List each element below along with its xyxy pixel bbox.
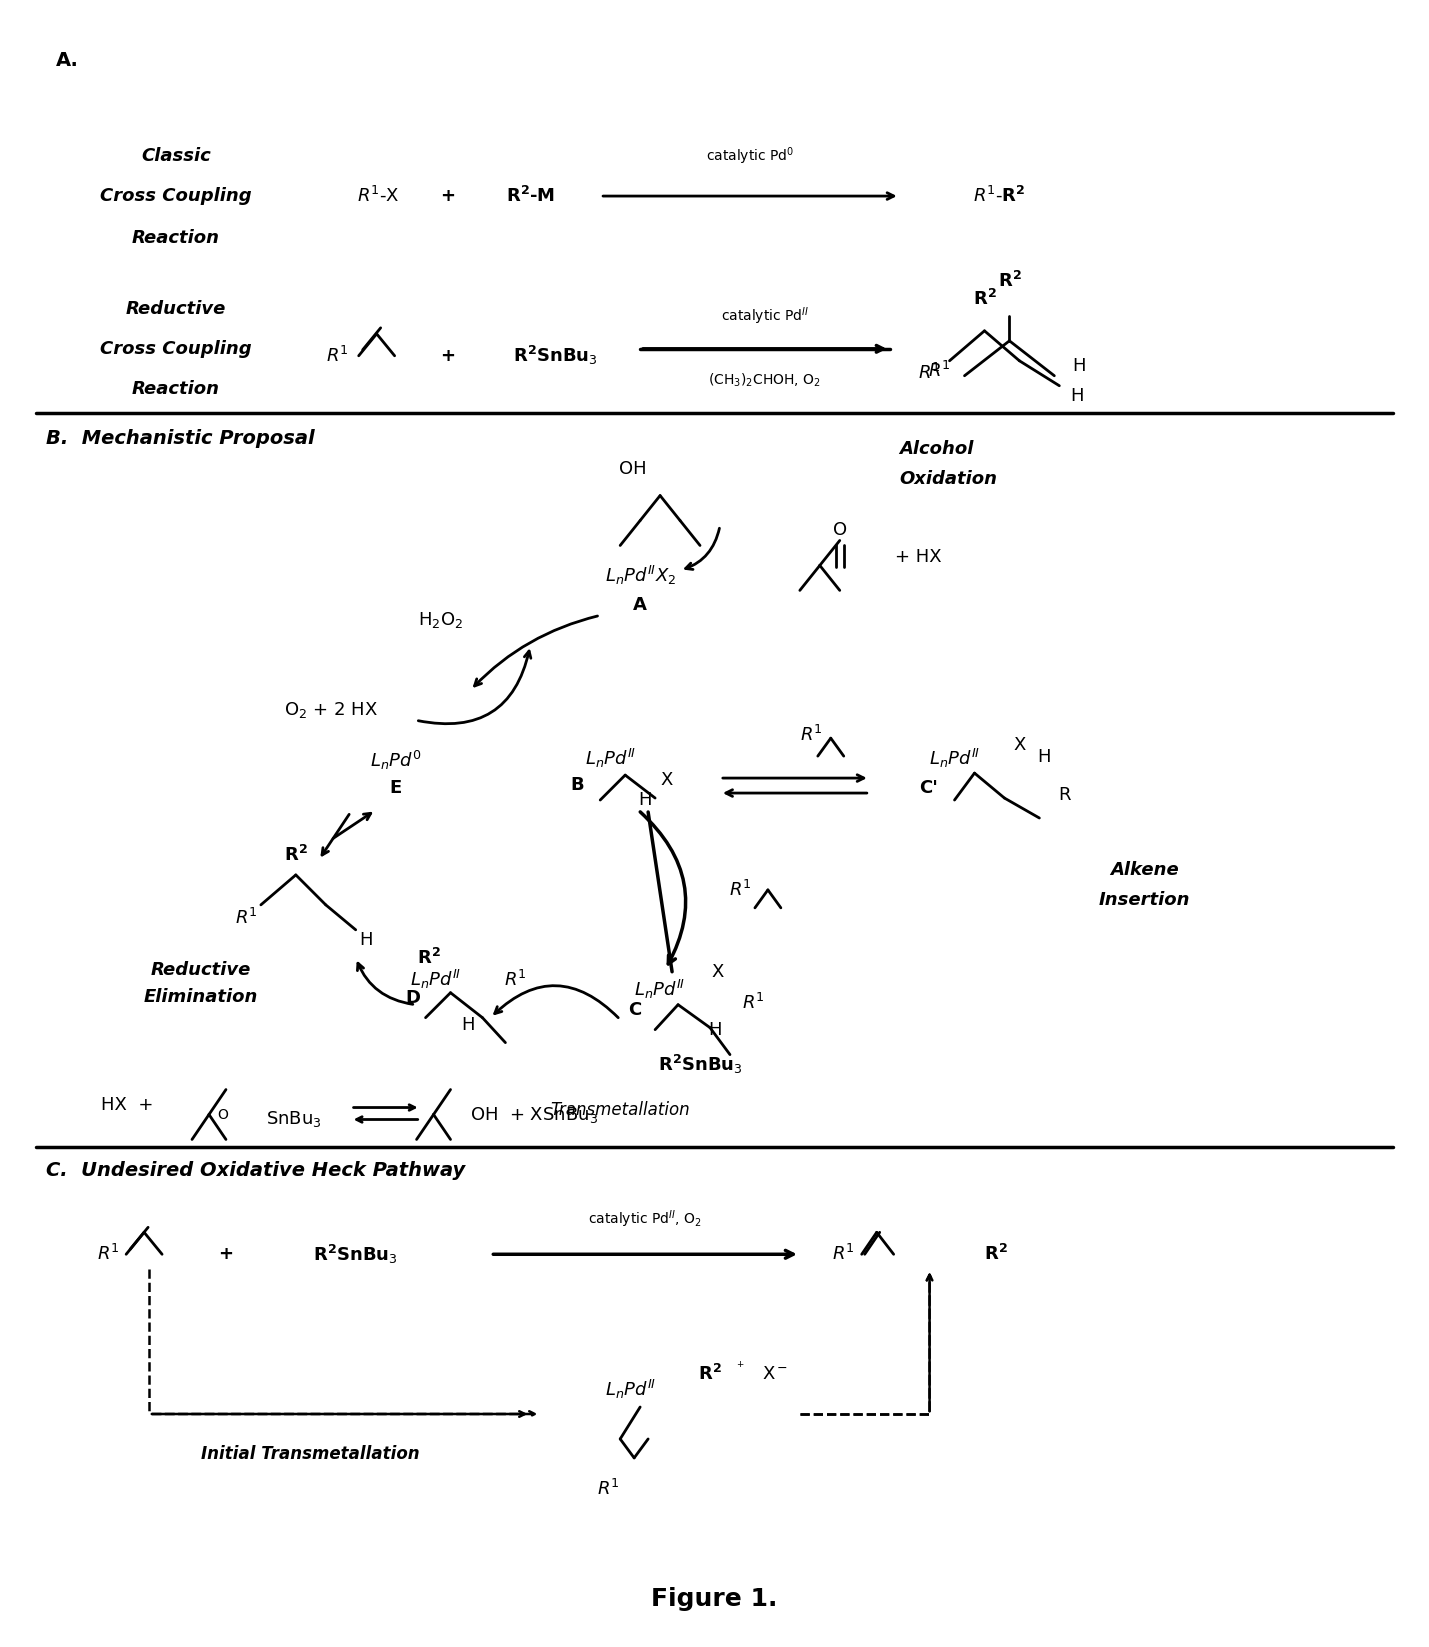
- Text: $L_nPd^{II}$: $L_nPd^{II}$: [634, 978, 686, 1001]
- Text: $\mathbf{R^2}$: $\mathbf{R^2}$: [973, 288, 996, 310]
- Text: $R^1$: $R^1$: [97, 1243, 119, 1265]
- Text: $\mathbf{R^2}$SnBu$_3$: $\mathbf{R^2}$SnBu$_3$: [313, 1243, 399, 1267]
- Text: OH  + XSnBu$_3$: OH + XSnBu$_3$: [470, 1105, 599, 1125]
- Text: $R^1$-$\mathbf{R^2}$: $R^1$-$\mathbf{R^2}$: [973, 186, 1026, 206]
- Text: $\mathbf{R^2}$: $\mathbf{R^2}$: [284, 845, 307, 865]
- Text: Classic: Classic: [141, 147, 211, 165]
- Text: H: H: [709, 1021, 722, 1039]
- Text: C': C': [920, 779, 939, 797]
- Text: $\mathbf{R^2}$: $\mathbf{R^2}$: [997, 270, 1022, 292]
- Text: A: A: [633, 596, 647, 614]
- Text: +: +: [440, 188, 454, 206]
- Text: $L_nPd^{II}$: $L_nPd^{II}$: [929, 746, 980, 769]
- Text: catalytic Pd$^{II}$: catalytic Pd$^{II}$: [720, 305, 809, 326]
- Text: O: O: [217, 1107, 227, 1122]
- Text: D: D: [406, 988, 420, 1006]
- Text: HX  +: HX +: [101, 1095, 153, 1113]
- Text: H: H: [639, 791, 652, 809]
- Text: $\mathbf{R^2}$: $\mathbf{R^2}$: [699, 1364, 722, 1383]
- Text: Oxidation: Oxidation: [900, 469, 997, 488]
- Text: O$_2$ + 2 HX: O$_2$ + 2 HX: [284, 700, 377, 720]
- Text: + HX: + HX: [895, 548, 942, 567]
- Text: H: H: [1073, 357, 1086, 376]
- Text: H$_2$O$_2$: H$_2$O$_2$: [417, 611, 463, 631]
- Text: +: +: [440, 348, 454, 364]
- Text: Cross Coupling: Cross Coupling: [100, 339, 252, 357]
- Text: $L_nPd^{II}$: $L_nPd^{II}$: [410, 968, 462, 991]
- Text: catalytic Pd$^{II}$, O$_2$: catalytic Pd$^{II}$, O$_2$: [589, 1209, 702, 1230]
- Text: H: H: [462, 1016, 476, 1034]
- Text: $L_nPd^{II}X_2$: $L_nPd^{II}X_2$: [604, 563, 676, 586]
- Text: X$^-$: X$^-$: [762, 1365, 789, 1383]
- Text: Reductive: Reductive: [151, 960, 252, 978]
- Text: $L_nPd^0$: $L_nPd^0$: [370, 748, 422, 772]
- Text: $R^1$: $R^1$: [729, 879, 752, 899]
- Text: Reaction: Reaction: [131, 229, 220, 247]
- Text: B.  Mechanistic Proposal: B. Mechanistic Proposal: [46, 428, 314, 448]
- Text: SnBu$_3$: SnBu$_3$: [266, 1110, 322, 1130]
- Text: +: +: [219, 1245, 233, 1263]
- Text: Reductive: Reductive: [126, 300, 226, 318]
- Text: H: H: [359, 931, 373, 949]
- Text: H: H: [1070, 387, 1085, 405]
- Text: Insertion: Insertion: [1099, 891, 1190, 909]
- Text: A.: A.: [56, 51, 79, 71]
- Text: $R^1$: $R^1$: [800, 725, 823, 744]
- Text: Alkene: Alkene: [1110, 861, 1179, 879]
- Text: $R^1$: $R^1$: [929, 361, 950, 380]
- Text: $R^1$: $R^1$: [504, 970, 527, 990]
- Text: X: X: [1013, 736, 1026, 754]
- Text: Elimination: Elimination: [144, 988, 259, 1006]
- Text: $R^1$: $R^1$: [832, 1243, 855, 1265]
- Text: catalytic Pd$^0$: catalytic Pd$^0$: [706, 145, 795, 166]
- Text: Alcohol: Alcohol: [900, 440, 975, 458]
- Text: $R^1$: $R^1$: [742, 993, 765, 1013]
- Text: B: B: [570, 776, 584, 794]
- Text: X: X: [712, 963, 725, 980]
- Text: H: H: [1037, 748, 1052, 766]
- Text: $R^1$: $R^1$: [597, 1479, 620, 1499]
- Text: $\mathbf{R^2}$: $\mathbf{R^2}$: [985, 1243, 1009, 1265]
- Text: X: X: [660, 771, 673, 789]
- Text: Initial Transmetallation: Initial Transmetallation: [201, 1444, 420, 1463]
- Text: Figure 1.: Figure 1.: [650, 1586, 777, 1611]
- Text: (CH$_3$)$_2$CHOH, O$_2$: (CH$_3$)$_2$CHOH, O$_2$: [709, 372, 822, 389]
- Text: C.  Undesired Oxidative Heck Pathway: C. Undesired Oxidative Heck Pathway: [46, 1161, 466, 1181]
- Text: $L_nPd^{II}$: $L_nPd^{II}$: [604, 1377, 656, 1400]
- Text: E: E: [390, 779, 402, 797]
- Text: OH: OH: [619, 460, 647, 478]
- Text: Reaction: Reaction: [131, 380, 220, 397]
- Text: O: O: [833, 522, 847, 540]
- Text: $L_nPd^{II}$: $L_nPd^{II}$: [584, 746, 636, 769]
- Text: $R^1$: $R^1$: [234, 907, 257, 927]
- Text: C: C: [629, 1001, 642, 1019]
- Text: $\mathbf{R^2}$: $\mathbf{R^2}$: [417, 947, 440, 968]
- Text: Transmetallation: Transmetallation: [550, 1100, 690, 1118]
- Text: $R^1$-X: $R^1$-X: [357, 186, 400, 206]
- Text: $\mathbf{R^2}$SnBu$_3$: $\mathbf{R^2}$SnBu$_3$: [513, 344, 597, 367]
- Text: $R^1$: $R^1$: [919, 362, 940, 382]
- Text: R: R: [1057, 786, 1070, 804]
- Text: Cross Coupling: Cross Coupling: [100, 188, 252, 206]
- Text: $\mathbf{R^2}$-M: $\mathbf{R^2}$-M: [506, 186, 554, 206]
- Text: $^+$: $^+$: [735, 1360, 745, 1374]
- Text: $R^1$: $R^1$: [326, 346, 349, 366]
- Text: $\mathbf{R^2}$SnBu$_3$: $\mathbf{R^2}$SnBu$_3$: [657, 1052, 743, 1075]
